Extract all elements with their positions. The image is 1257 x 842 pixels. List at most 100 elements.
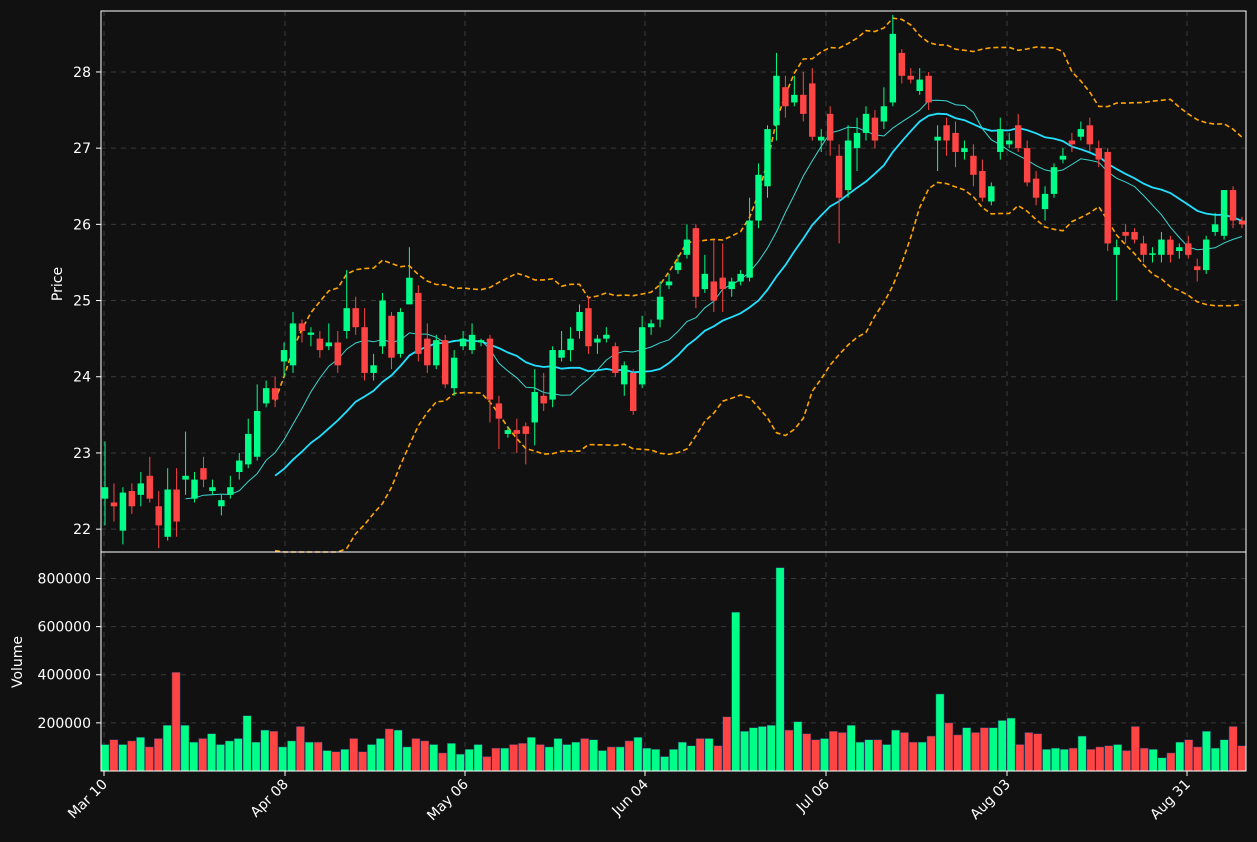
volume-bar: [749, 727, 758, 772]
volume-bar: [1131, 726, 1140, 772]
candle-body: [1006, 140, 1013, 145]
candle-body: [307, 332, 315, 335]
volume-bar: [580, 738, 590, 772]
candle-body: [701, 273, 709, 290]
volume-bar: [447, 743, 456, 772]
volume-bar: [935, 693, 945, 772]
candle-body: [504, 430, 512, 434]
candle-body: [137, 483, 145, 495]
candle-body: [477, 340, 485, 343]
volume-bar: [153, 738, 163, 772]
date-tick-label: Aug 03: [967, 777, 1013, 823]
candle-body: [262, 388, 270, 404]
volume-bar: [393, 729, 403, 772]
candle-body: [271, 388, 279, 400]
candle-body: [1211, 224, 1219, 232]
date-tick-label: Jul 06: [793, 776, 833, 816]
volume-bar: [473, 744, 483, 772]
candle-body: [298, 323, 306, 332]
candle-body: [433, 340, 440, 366]
candle-body: [1050, 167, 1058, 194]
price-tick-label: 28: [73, 65, 91, 81]
volume-bar: [1033, 733, 1043, 772]
volume-bar: [562, 744, 572, 772]
candle-body: [1140, 243, 1147, 255]
candle-body: [164, 489, 171, 537]
volume-bar: [1228, 726, 1238, 772]
volume-bar: [127, 740, 136, 772]
candle-body: [1095, 148, 1102, 160]
volume-bar: [766, 725, 776, 772]
volume-tick-label: 800000: [38, 571, 91, 587]
candle-body: [638, 327, 646, 385]
volume-bar: [740, 731, 749, 772]
volume-bar: [100, 744, 110, 772]
volume-bar: [527, 737, 536, 772]
volume-bar: [864, 739, 874, 772]
volume-panel-frame: [100, 551, 1247, 772]
candle-body: [719, 277, 726, 290]
candle-body: [809, 83, 816, 137]
volume-bar: [1068, 747, 1078, 772]
volume-bar: [1051, 747, 1060, 772]
volume-bar: [695, 738, 705, 772]
volume-bar: [535, 744, 545, 772]
candle-body: [1185, 243, 1192, 255]
date-tick-label: Jun 04: [609, 776, 652, 819]
candle-body: [629, 372, 637, 412]
volume-bar: [109, 739, 119, 772]
volume-bar: [233, 738, 243, 772]
volume-bar: [669, 749, 678, 772]
volume-bar: [482, 756, 492, 772]
candle-body: [459, 338, 467, 347]
volume-bar: [829, 731, 838, 772]
candle-body: [979, 171, 986, 198]
candle-body: [1032, 178, 1040, 198]
price-tick-label: 23: [73, 446, 91, 462]
volume-bar: [1113, 744, 1122, 772]
candle-body: [1068, 140, 1076, 145]
volume-bar: [304, 741, 314, 772]
volume-bar: [180, 725, 190, 772]
volume-bar: [553, 738, 563, 772]
volume-bar: [971, 732, 980, 772]
candle-body: [970, 155, 977, 175]
volume-bar: [944, 722, 954, 772]
candle-body: [1077, 129, 1085, 137]
candle-body: [746, 220, 753, 278]
volume-bar: [384, 728, 394, 772]
volume-bar: [269, 731, 279, 772]
volume-bar: [891, 729, 900, 772]
volume-bar: [331, 751, 341, 772]
volume-bar: [162, 725, 172, 772]
candle-body: [1158, 239, 1165, 255]
volume-bar: [606, 746, 616, 772]
candle-body: [764, 129, 771, 187]
volume-bar: [145, 746, 154, 772]
volume-bar: [349, 738, 359, 772]
volume-tick-label: 200000: [38, 716, 91, 732]
volume-bar: [651, 749, 661, 772]
volume-bar: [358, 751, 367, 772]
candle-body: [155, 506, 162, 526]
volume-bar: [686, 745, 696, 772]
volume-axis-label: Volume: [10, 636, 26, 688]
volume-bar: [1237, 745, 1247, 772]
volume-bar: [615, 746, 625, 772]
volume-bar: [980, 727, 989, 772]
volume-bar: [1086, 749, 1096, 772]
candle-body: [1086, 125, 1094, 145]
candle-body: [612, 346, 619, 373]
volume-bar: [171, 672, 181, 772]
candle-body: [468, 334, 476, 351]
candle-body: [191, 479, 198, 499]
volume-bar: [207, 733, 216, 772]
candle-body: [522, 426, 530, 434]
candle-body: [1220, 190, 1228, 236]
volume-bar: [802, 733, 812, 772]
candle-body: [540, 395, 547, 404]
candle-body: [934, 136, 941, 141]
volume-bar: [1015, 744, 1025, 772]
candle-body: [647, 323, 655, 328]
candle-body: [594, 338, 601, 343]
